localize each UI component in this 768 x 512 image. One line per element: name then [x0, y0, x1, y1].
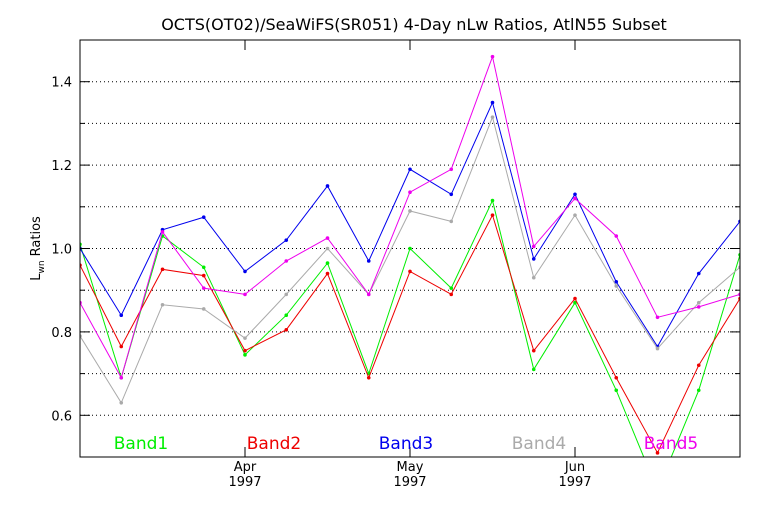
- data-point-band1: [408, 246, 412, 251]
- data-point-band2: [243, 348, 247, 353]
- y-tick-label: 0.6: [51, 409, 72, 424]
- data-point-band3: [119, 313, 124, 318]
- data-point-band5: [696, 305, 701, 309]
- data-point-band3: [449, 192, 454, 197]
- data-point-band4: [201, 307, 206, 311]
- data-point-band3: [201, 215, 206, 220]
- data-point-band5: [243, 292, 247, 297]
- data-point-band5: [531, 244, 536, 249]
- data-point-band2: [160, 267, 165, 272]
- data-point-band3: [696, 271, 701, 276]
- data-point-band1: [243, 353, 247, 357]
- series-line-band5: [80, 54, 740, 380]
- data-point-band4: [243, 336, 247, 340]
- x-tick-label-month: Jun: [564, 460, 585, 475]
- legend-band2: Band2: [247, 434, 301, 454]
- data-point-band4: [284, 292, 289, 297]
- legend-band3: Band3: [379, 434, 433, 454]
- data-point-band2: [490, 213, 495, 217]
- data-point-band4: [408, 209, 412, 213]
- data-point-band4: [614, 284, 619, 288]
- data-point-band5: [119, 375, 124, 380]
- data-point-band2: [201, 273, 206, 278]
- data-point-band5: [201, 286, 206, 290]
- series-line-band3: [80, 101, 740, 348]
- data-point-band4: [490, 115, 495, 119]
- data-point-band4: [449, 219, 454, 224]
- data-point-band3: [531, 257, 536, 261]
- data-point-band4: [696, 300, 701, 305]
- series-lines: [80, 54, 740, 493]
- data-point-band4: [573, 213, 577, 217]
- legend-band1: Band1: [114, 434, 168, 454]
- data-point-band3: [366, 259, 371, 263]
- legend: Band1 Band2 Band3 Band4 Band5: [114, 434, 698, 454]
- legend-band5: Band5: [644, 434, 698, 454]
- y-tick-label: 0.8: [51, 326, 72, 341]
- data-point-band5: [325, 236, 330, 240]
- y-tick-label: 1.0: [51, 243, 72, 258]
- x-tick-label-year: 1997: [393, 475, 426, 490]
- series-line-band4: [80, 115, 740, 404]
- data-point-band1: [201, 265, 206, 270]
- data-point-band2: [325, 271, 330, 276]
- data-point-band5: [655, 315, 660, 320]
- data-point-band5: [449, 167, 454, 172]
- data-point-band3: [243, 269, 247, 274]
- data-point-band4: [655, 346, 660, 351]
- data-point-band2: [408, 269, 412, 274]
- data-point-band2: [449, 292, 454, 297]
- data-point-band5: [490, 54, 495, 59]
- data-point-band5: [614, 234, 619, 238]
- y-axis: 0.6 0.8 1.0 1.2 1.4: [51, 76, 740, 424]
- data-point-band2: [284, 328, 289, 332]
- data-point-band5: [160, 230, 165, 234]
- legend-band4: Band4: [512, 434, 566, 454]
- data-point-band1: [325, 261, 330, 265]
- y-tick-label: 1.4: [51, 76, 72, 91]
- data-point-band1: [531, 367, 536, 372]
- data-point-band4: [160, 302, 165, 307]
- data-point-band1: [656, 489, 660, 493]
- y-axis-label: Lwn Ratios: [29, 216, 47, 281]
- data-point-band4: [325, 246, 330, 251]
- x-tick-label-year: 1997: [558, 475, 591, 490]
- data-point-band4: [119, 400, 124, 405]
- data-point-band2: [614, 375, 619, 380]
- data-point-band5: [408, 190, 412, 195]
- series-line-band2: [80, 213, 740, 454]
- x-tick-label-year: 1997: [228, 475, 261, 490]
- data-point-band5: [284, 259, 289, 263]
- y-tick-label: 1.2: [51, 159, 72, 174]
- data-point-band2: [119, 344, 124, 349]
- data-point-band3: [614, 280, 619, 284]
- data-point-band1: [284, 313, 289, 318]
- data-point-band1: [490, 198, 495, 203]
- data-point-band1: [573, 300, 577, 305]
- data-point-band3: [284, 238, 289, 242]
- x-tick-label-month: May: [397, 460, 424, 475]
- data-point-band3: [573, 192, 577, 197]
- data-point-band1: [449, 286, 454, 290]
- data-point-band2: [696, 363, 701, 368]
- data-point-band1: [614, 388, 619, 393]
- x-tick-label-month: Apr: [234, 460, 257, 475]
- data-point-band2: [531, 348, 536, 353]
- data-point-band2: [573, 296, 577, 301]
- data-point-band5: [573, 196, 577, 201]
- data-point-band2: [366, 375, 371, 380]
- data-point-band5: [366, 292, 371, 297]
- data-point-band3: [325, 184, 330, 188]
- y-axis-title: Lwn Ratios: [29, 216, 47, 281]
- data-point-band3: [490, 100, 495, 105]
- data-point-band1: [696, 388, 701, 393]
- data-point-band2: [655, 451, 660, 455]
- data-point-band4: [531, 275, 536, 280]
- data-point-band3: [408, 167, 412, 172]
- chart-title: OCTS(OT02)/SeaWiFS(SR051) 4-Day nLw Rati…: [161, 15, 667, 34]
